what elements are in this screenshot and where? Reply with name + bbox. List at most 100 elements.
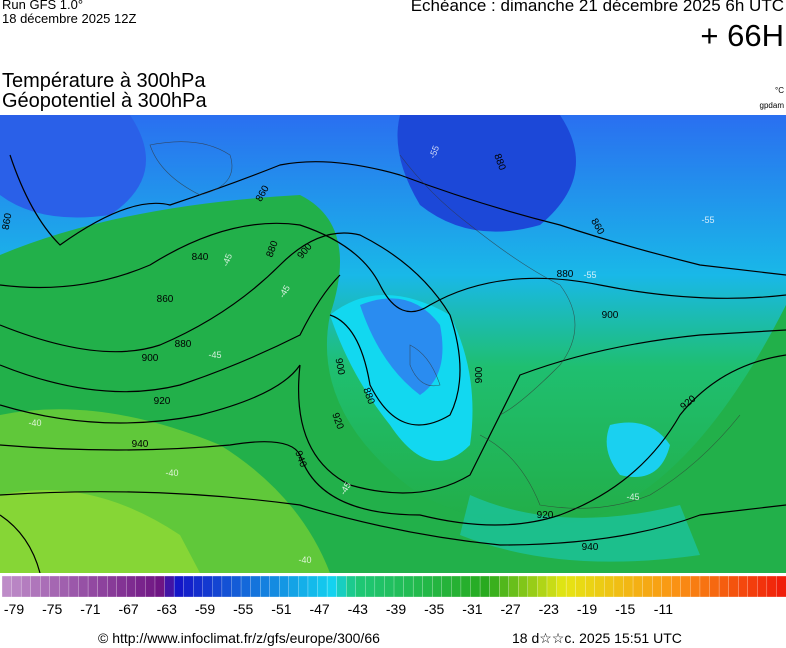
color-swatch — [671, 575, 682, 598]
temperature-label: -40 — [28, 418, 41, 428]
color-swatch — [87, 575, 99, 598]
color-swatch — [565, 575, 577, 598]
scale-label: -15 — [615, 601, 635, 617]
scale-label: -31 — [462, 601, 482, 617]
color-swatch — [250, 575, 261, 598]
source-url: © http://www.infoclimat.fr/z/gfs/europe/… — [98, 630, 380, 646]
color-swatch — [384, 575, 395, 598]
unit: gpdam — [759, 101, 784, 110]
color-swatch — [212, 575, 223, 598]
color-swatch — [68, 575, 79, 598]
color-swatch — [623, 575, 634, 598]
scale-label: -67 — [118, 601, 138, 617]
geopotential-label: 880 — [557, 269, 574, 280]
color-swatch — [231, 575, 242, 598]
geopotential-label: 920 — [154, 396, 171, 407]
color-swatch — [269, 575, 280, 598]
color-swatch — [546, 575, 557, 598]
temperature-label: -40 — [165, 468, 178, 478]
scale-label: -47 — [309, 601, 329, 617]
color-swatch — [173, 575, 185, 598]
color-swatch — [747, 575, 758, 598]
timestamp: 18 d☆☆c. 2025 15:51 UTC — [512, 630, 682, 646]
color-swatch — [585, 575, 596, 598]
color-swatch — [738, 575, 749, 598]
color-swatch — [556, 575, 567, 598]
scale-label: -59 — [195, 601, 215, 617]
color-swatch — [690, 575, 701, 598]
geopotential-label: 900 — [142, 353, 159, 364]
title: Géopotentiel à 300hPa — [2, 90, 207, 112]
color-swatch — [279, 575, 290, 598]
color-swatch — [460, 575, 471, 598]
color-swatch — [489, 575, 500, 598]
color-swatch — [259, 575, 271, 598]
valid-time: Echéance : dimanche 21 décembre 2025 6h … — [410, 0, 784, 15]
color-swatch — [97, 575, 108, 598]
color-swatch — [107, 575, 118, 598]
color-swatch — [422, 575, 433, 598]
color-swatch — [126, 575, 137, 598]
scale-label: -43 — [348, 601, 368, 617]
color-swatch — [307, 575, 318, 598]
color-swatch — [451, 575, 462, 598]
geopotential-label: 900 — [333, 357, 347, 376]
scale-label: -75 — [42, 601, 62, 617]
color-swatch — [49, 575, 60, 598]
color-swatch — [221, 575, 232, 598]
color-swatch — [508, 575, 519, 598]
color-swatch — [766, 575, 777, 598]
temperature-label: -45 — [220, 252, 234, 268]
color-swatch — [537, 575, 548, 598]
color-swatch — [326, 575, 338, 598]
geopotential-label: 900 — [474, 366, 485, 383]
color-swatch — [40, 575, 51, 598]
color-swatch — [374, 575, 385, 598]
scale-label: -11 — [654, 601, 673, 617]
color-swatch — [680, 575, 691, 598]
color-swatch — [135, 575, 146, 598]
map: 860 860 840 860 880 900 880 900 920 940 … — [0, 115, 786, 573]
temperature-label: -45 — [208, 350, 221, 360]
color-swatch — [728, 575, 739, 598]
color-swatch — [412, 575, 424, 598]
color-swatch — [298, 575, 309, 598]
geopotential-label: 920 — [537, 510, 554, 521]
color-swatch — [183, 575, 194, 598]
geopotential-label: 860 — [157, 294, 174, 305]
color-swatch — [145, 575, 156, 598]
color-swatch — [709, 575, 720, 598]
scale-label: -51 — [271, 601, 291, 617]
color-swatch — [470, 575, 481, 598]
temperature-label: -55 — [701, 215, 714, 225]
color-swatch — [1, 575, 13, 598]
color-swatch — [718, 575, 730, 598]
title: Température à 300hPa — [2, 70, 206, 92]
color-swatch — [30, 575, 41, 598]
color-swatch — [11, 575, 22, 598]
scale-label: -79 — [4, 601, 24, 617]
scale-label: -71 — [80, 601, 100, 617]
color-swatch — [432, 575, 443, 598]
color-swatch — [393, 575, 405, 598]
color-swatch — [240, 575, 252, 598]
color-swatch — [594, 575, 605, 598]
color-swatch — [499, 575, 510, 598]
color-swatch — [479, 575, 491, 598]
temperature-label: -45 — [626, 492, 639, 502]
color-swatch — [59, 575, 70, 598]
color-swatch — [78, 575, 89, 598]
color-swatch — [527, 575, 538, 598]
color-swatch — [613, 575, 624, 598]
color-swatch — [661, 575, 672, 598]
temperature-label: -40 — [298, 555, 311, 565]
color-swatch — [193, 575, 204, 598]
scale-label: -35 — [424, 601, 444, 617]
geopotential-label: 840 — [192, 252, 209, 263]
color-swatch — [604, 575, 615, 598]
geopotential-label: 940 — [582, 542, 599, 553]
color-swatch — [164, 575, 175, 598]
color-swatch — [632, 575, 644, 598]
color-swatch — [336, 575, 347, 598]
color-swatch — [757, 575, 768, 598]
